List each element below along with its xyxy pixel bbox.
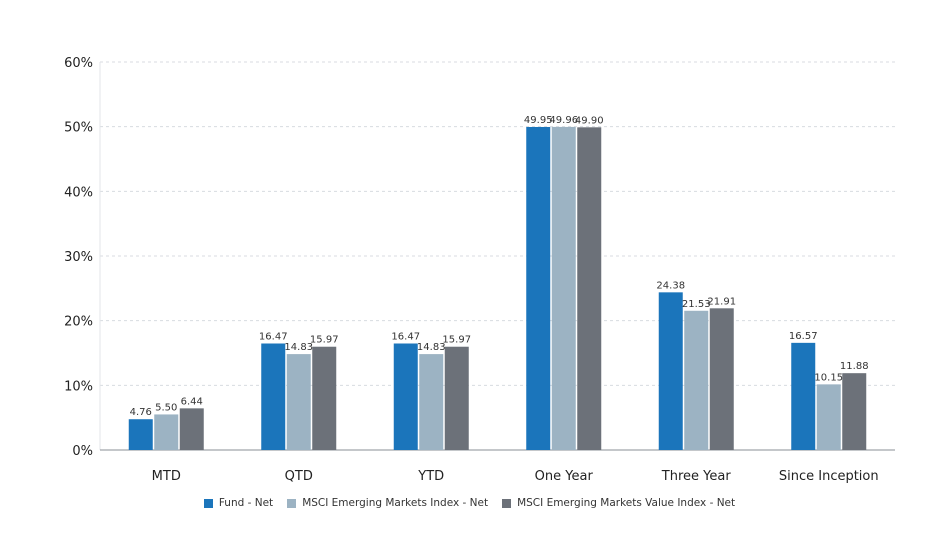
legend-label: MSCI Emerging Markets Value Index - Net: [517, 497, 736, 509]
bar-2: [577, 127, 602, 451]
y-tick-label: 30%: [64, 250, 93, 265]
y-tick-label: 40%: [64, 185, 93, 200]
data-label: 16.47: [259, 331, 288, 342]
y-tick-label: 10%: [64, 379, 93, 394]
data-label: 5.50: [155, 402, 177, 413]
data-label: 4.76: [130, 407, 152, 418]
legend-item: MSCI Emerging Markets Index - Net: [287, 497, 488, 509]
data-label: 10.15: [814, 372, 843, 383]
x-tick-label: One Year: [535, 469, 594, 484]
legend-swatch: [203, 498, 213, 508]
bar-0: [791, 342, 816, 450]
data-label: 21.53: [682, 299, 711, 310]
y-tick-label: 20%: [64, 315, 93, 330]
x-tick-label: Since Inception: [779, 469, 879, 484]
data-label: 49.96: [549, 115, 578, 126]
x-tick-label: QTD: [285, 469, 313, 484]
x-tick-label: MTD: [152, 469, 181, 484]
legend: Fund - Net MSCI Emerging Markets Index - …: [0, 497, 939, 509]
data-label: 16.57: [789, 331, 818, 342]
data-label: 49.95: [524, 115, 553, 126]
bar-0: [393, 343, 418, 450]
data-label: 6.44: [181, 396, 203, 407]
bar-1: [286, 354, 311, 450]
legend-swatch: [502, 498, 512, 508]
data-label: 24.38: [656, 280, 685, 291]
bar-2: [179, 408, 204, 450]
bar-1: [154, 414, 179, 450]
bar-0: [658, 292, 683, 450]
bar-0: [526, 126, 551, 451]
bar-2: [709, 308, 734, 450]
bar-1: [684, 310, 709, 450]
legend-item: MSCI Emerging Markets Value Index - Net: [502, 497, 735, 509]
data-label: 16.47: [391, 331, 420, 342]
x-tick-label: YTD: [417, 469, 444, 484]
data-label: 14.83: [284, 342, 313, 353]
legend-item: Fund - Net: [203, 497, 274, 509]
bar-0: [128, 419, 153, 450]
data-label: 21.91: [707, 296, 736, 307]
bar-1: [419, 354, 444, 450]
bar-1: [551, 126, 576, 451]
bar-1: [816, 384, 841, 450]
y-tick-label: 0%: [72, 444, 93, 459]
legend-label: Fund - Net: [218, 497, 274, 509]
data-label: 49.90: [575, 115, 604, 126]
bar-2: [444, 346, 469, 450]
y-tick-label: 60%: [64, 56, 93, 71]
bar-2: [842, 373, 867, 450]
data-label: 14.83: [417, 342, 446, 353]
legend-label: MSCI Emerging Markets Index - Net: [302, 497, 489, 509]
x-tick-label: Three Year: [661, 469, 732, 484]
data-label: 11.88: [840, 361, 869, 372]
y-tick-label: 50%: [64, 121, 93, 136]
data-label: 15.97: [442, 335, 471, 346]
data-label: 15.97: [310, 335, 339, 346]
bar-0: [261, 343, 286, 450]
legend-swatch: [287, 498, 297, 508]
bar-2: [312, 346, 337, 450]
